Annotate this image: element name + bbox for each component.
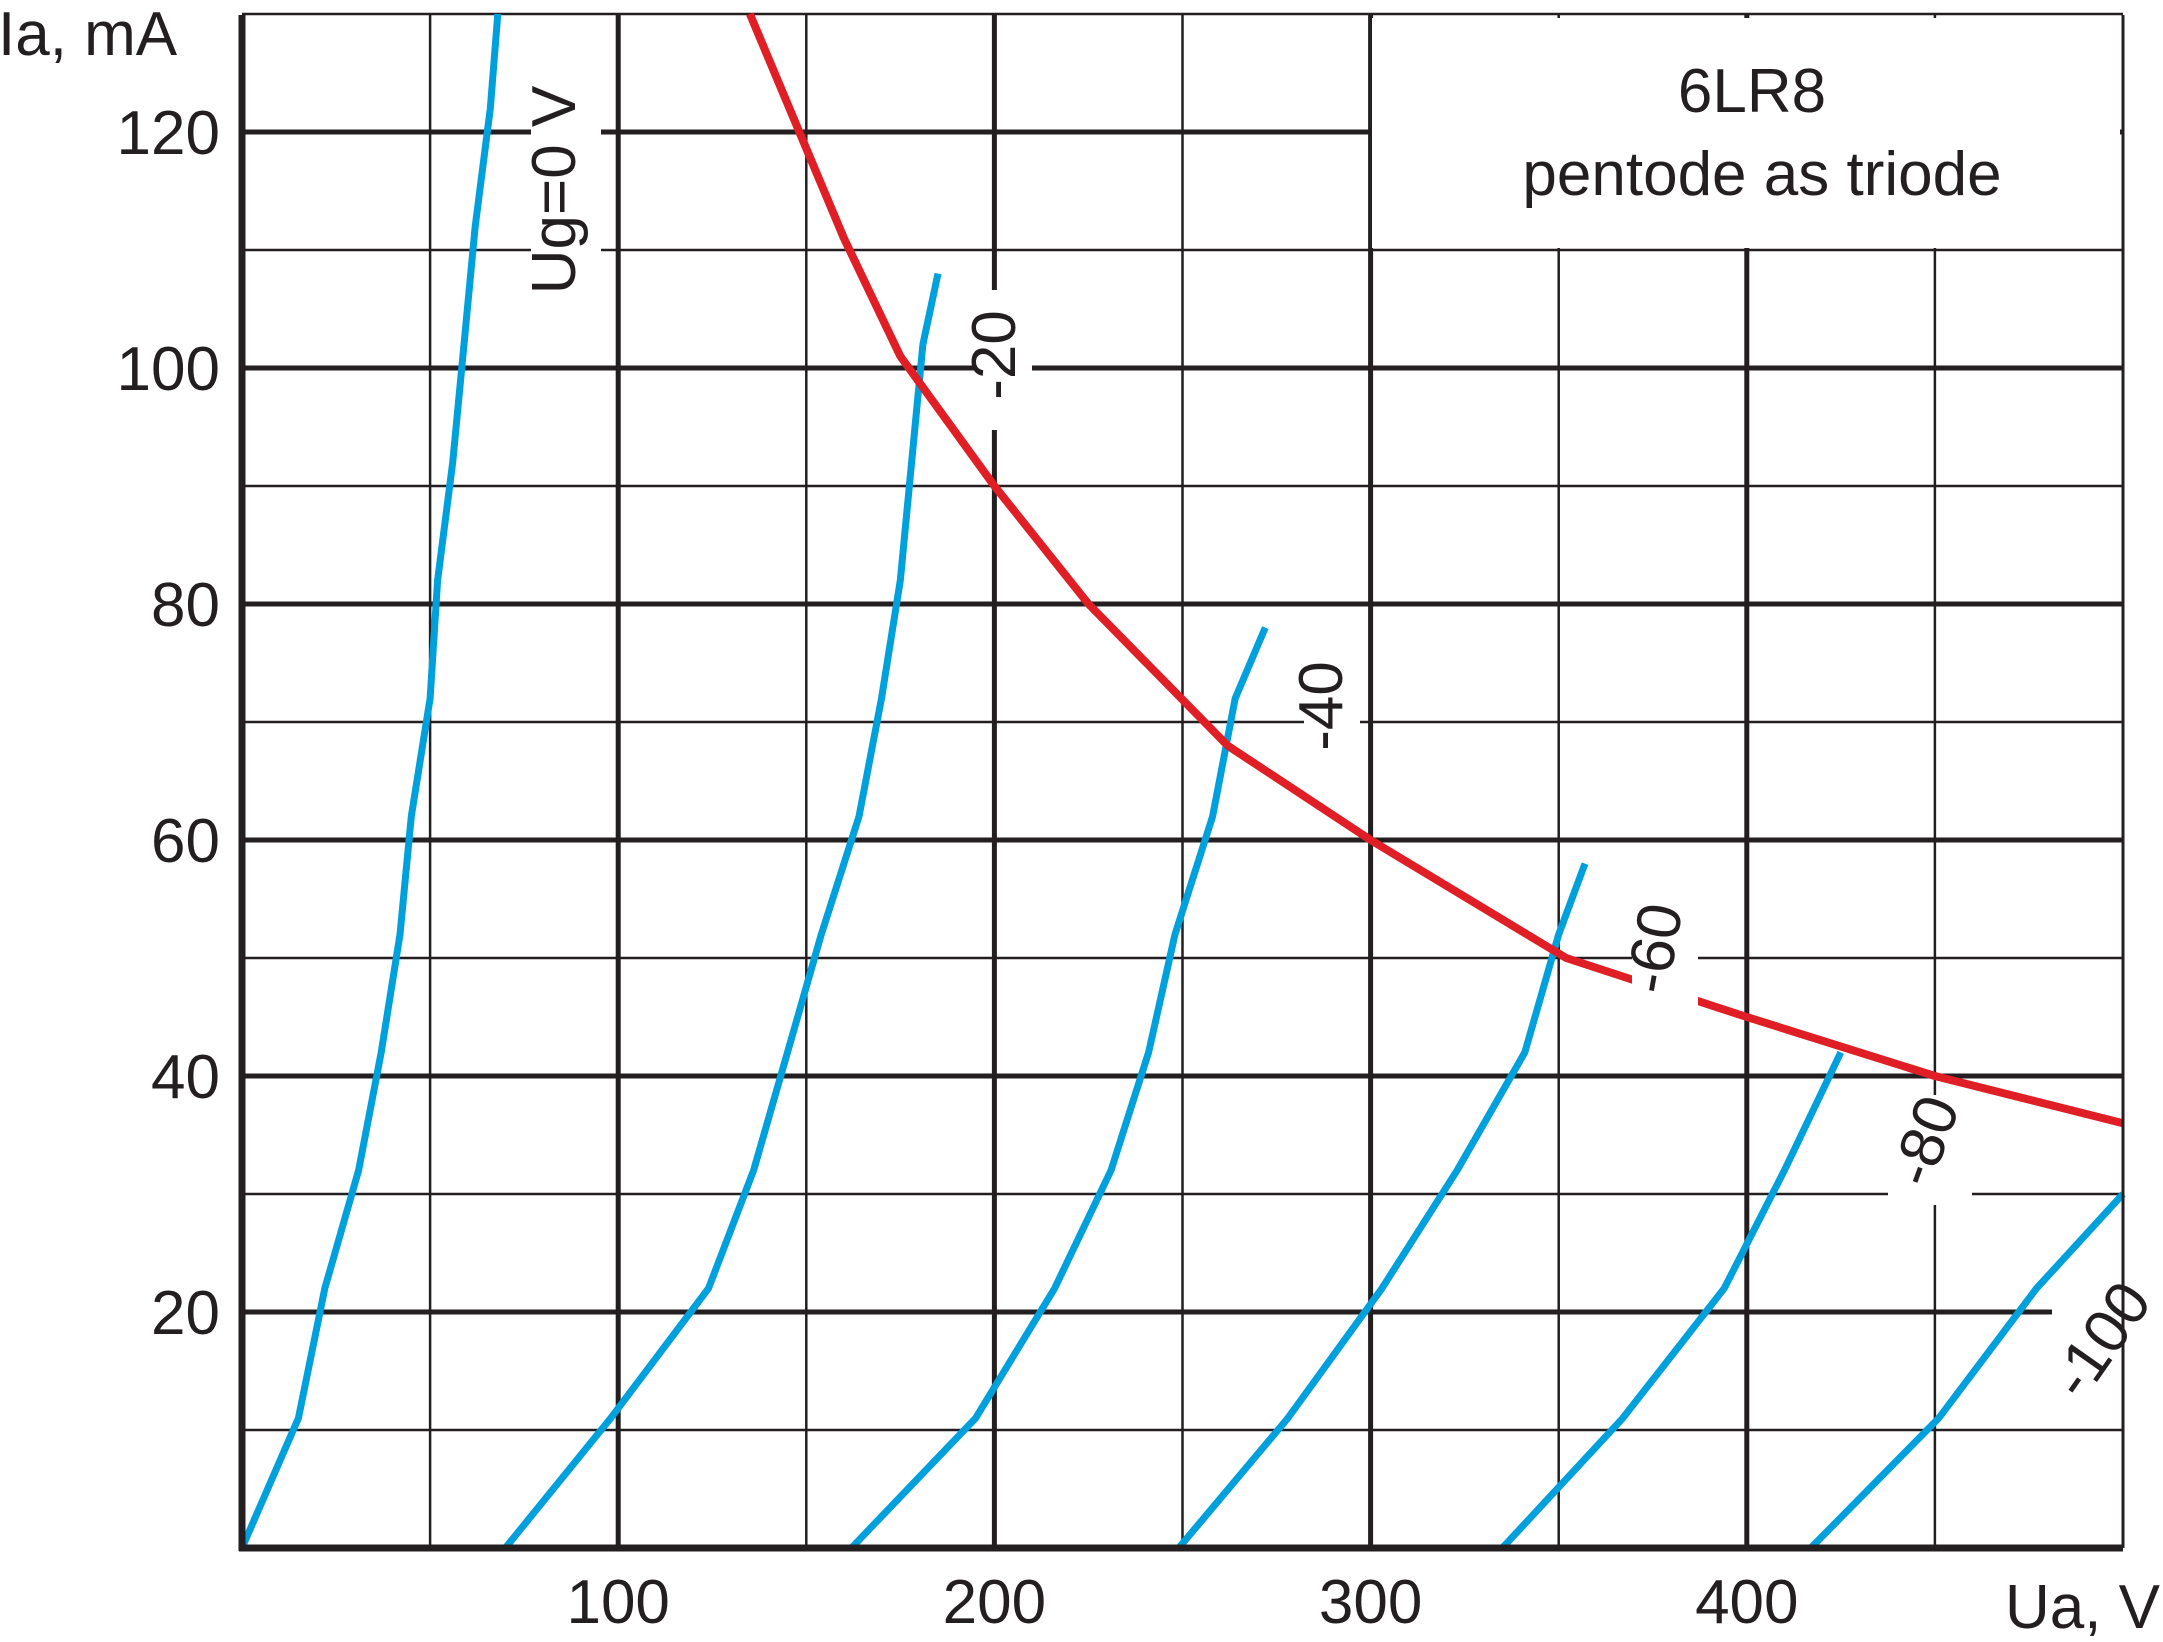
curves [238, 12, 2126, 1551]
plate-curve-3 [1176, 862, 1589, 1551]
axes-frame [238, 15, 2125, 1552]
curve-label-ug0: Ug=0 V [520, 85, 589, 294]
chart-subtitle: pentode as triode [1522, 140, 2001, 209]
title-box-background [1372, 18, 2120, 248]
y-axis-label: Ia, mA [0, 0, 178, 69]
curve-label-background-0 [531, 75, 601, 315]
plate-curve-0 [238, 13, 502, 1550]
curve-label-background-4 [1888, 1095, 1972, 1205]
x-tick-label: 100 [566, 1568, 669, 1637]
curve-label-background-3 [1632, 900, 1698, 1010]
y-tick-label: 100 [117, 335, 220, 404]
curve-label-background-5 [2052, 1282, 2152, 1422]
y-tick-label: 40 [151, 1043, 220, 1112]
x-axis-label: Ua, V [2005, 1573, 2161, 1642]
y-tick-label: 80 [151, 571, 220, 640]
grid [242, 12, 2123, 1548]
plate-curve-5 [1808, 1191, 2126, 1551]
curve-label-minus20: -20 [960, 310, 1029, 400]
y-tick-labels: 20 40 60 80 100 120 [117, 99, 220, 1348]
max-dissipation-curve [746, 12, 2124, 1128]
curve-label-minus40: -40 [1287, 661, 1356, 751]
curve-label-background-2 [1304, 655, 1360, 765]
chart-title: 6LR8 [1678, 57, 1826, 126]
label-backgrounds [531, 75, 2152, 1422]
x-tick-label: 300 [1319, 1568, 1422, 1637]
curve-label-minus60: -60 [1613, 898, 1697, 998]
plate-curve-1 [502, 272, 942, 1551]
x-tick-labels: 100 200 300 400 [566, 1568, 1798, 1637]
plate-curve-4 [1499, 1050, 1844, 1551]
x-tick-label: 400 [1695, 1568, 1798, 1637]
curve-label-background-1 [976, 290, 1032, 430]
plate-curve-2 [848, 626, 1269, 1551]
x-tick-label: 200 [943, 1568, 1046, 1637]
y-tick-label: 20 [151, 1279, 220, 1348]
y-tick-label: 60 [151, 807, 220, 876]
y-tick-label: 120 [117, 99, 220, 168]
